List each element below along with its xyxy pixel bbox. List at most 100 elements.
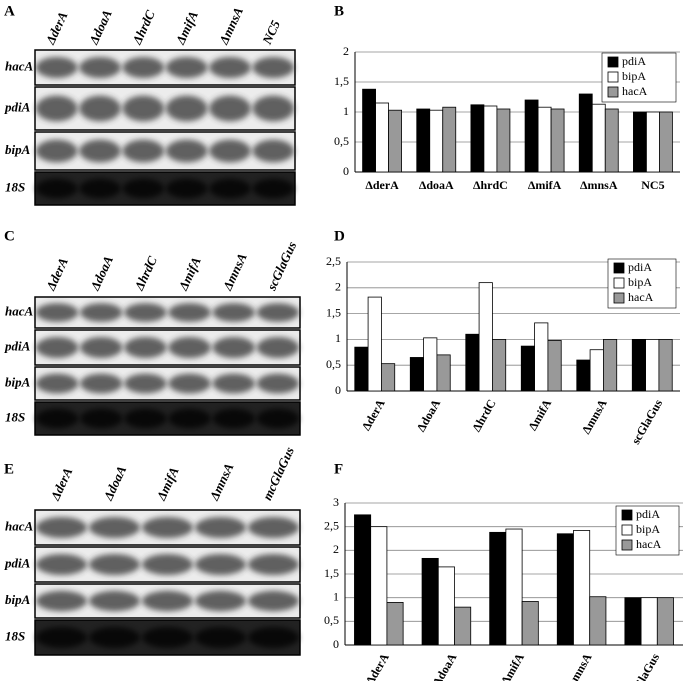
y-tick-label: 1 bbox=[343, 104, 349, 118]
blot-band bbox=[89, 554, 140, 575]
y-tick-label: 0,5 bbox=[326, 357, 341, 371]
blot-band bbox=[256, 408, 300, 429]
panel-label: E bbox=[4, 461, 14, 477]
y-tick-label: 1,5 bbox=[324, 566, 339, 580]
blot-band bbox=[256, 303, 300, 322]
blot-band bbox=[89, 627, 140, 648]
bar bbox=[489, 531, 507, 646]
legend-swatch bbox=[621, 524, 633, 536]
lane-label: ΔderA bbox=[42, 9, 71, 47]
row-label: bipA bbox=[5, 374, 31, 389]
blot-band bbox=[124, 408, 167, 429]
panel-label: B bbox=[334, 3, 344, 19]
blot-band bbox=[252, 57, 295, 78]
bar bbox=[524, 99, 539, 173]
bar bbox=[603, 338, 618, 392]
blot-band bbox=[36, 517, 87, 538]
blot-row bbox=[34, 171, 296, 206]
bar bbox=[534, 322, 549, 392]
x-tick-label: ΔmnsA bbox=[564, 651, 595, 681]
bar bbox=[429, 109, 444, 173]
legend-label: bipA bbox=[622, 69, 646, 83]
bar bbox=[576, 359, 591, 392]
blot-row bbox=[34, 329, 301, 366]
x-tick-label: ΔderA bbox=[365, 178, 399, 192]
blot-band bbox=[142, 627, 193, 648]
bar bbox=[645, 338, 660, 392]
x-tick-label: ΔderA bbox=[359, 397, 388, 433]
blot-band bbox=[209, 95, 251, 122]
x-tick-label: ΔmnsA bbox=[579, 397, 610, 437]
blot-band bbox=[168, 408, 211, 429]
bar bbox=[656, 597, 674, 646]
bar bbox=[492, 338, 507, 392]
panel-label: D bbox=[334, 228, 345, 244]
blot-band bbox=[124, 303, 167, 322]
y-tick-label: 2,5 bbox=[324, 518, 339, 532]
legend-swatch bbox=[607, 71, 619, 83]
legend-label: pdiA bbox=[636, 507, 660, 521]
bar bbox=[454, 606, 472, 646]
legend-swatch bbox=[607, 56, 619, 68]
legend-label: hacA bbox=[622, 84, 648, 98]
legend-swatch bbox=[621, 509, 633, 521]
legend-swatch bbox=[613, 292, 625, 304]
bar bbox=[483, 105, 498, 173]
bar bbox=[578, 93, 593, 173]
row-label: pdiA bbox=[4, 555, 31, 570]
blot-band bbox=[142, 517, 193, 538]
blot-band bbox=[35, 373, 79, 394]
lane-label: ΔhrdC bbox=[131, 254, 160, 294]
lane-label: ΔmnsA bbox=[219, 250, 250, 293]
bar bbox=[658, 338, 673, 392]
row-label: 18S bbox=[5, 179, 25, 194]
blot-band bbox=[122, 178, 165, 199]
row-label: hacA bbox=[5, 303, 34, 318]
blot-band bbox=[35, 95, 78, 122]
blot-band bbox=[35, 337, 79, 358]
lane-label: ΔderA bbox=[42, 255, 71, 293]
blot-band bbox=[256, 373, 300, 394]
y-tick-label: 0 bbox=[335, 383, 341, 397]
blot-band bbox=[212, 373, 255, 394]
y-tick-label: 1,5 bbox=[326, 305, 341, 319]
bar bbox=[547, 340, 562, 392]
bar bbox=[437, 566, 455, 646]
panel-label: F bbox=[334, 461, 343, 477]
blot-band bbox=[89, 590, 140, 612]
blot-band bbox=[168, 373, 211, 394]
legend-swatch bbox=[607, 86, 619, 98]
blot-band bbox=[79, 57, 121, 78]
blot-band bbox=[124, 337, 167, 358]
bar bbox=[354, 514, 372, 646]
bar bbox=[589, 349, 604, 392]
row-label: pdiA bbox=[4, 99, 31, 114]
blot-band bbox=[195, 627, 246, 648]
bar bbox=[416, 108, 431, 173]
bar bbox=[591, 103, 606, 173]
blot-band bbox=[248, 590, 299, 612]
bar bbox=[646, 111, 660, 173]
blot-band bbox=[195, 554, 246, 575]
lane-label: ΔdoaA bbox=[100, 463, 130, 503]
blot-band bbox=[252, 95, 295, 122]
blot-band bbox=[165, 178, 208, 199]
x-tick-label: ΔmifA bbox=[525, 397, 554, 433]
row-label: bipA bbox=[5, 142, 31, 157]
bar bbox=[604, 108, 619, 173]
x-tick-label: ΔdoaA bbox=[414, 397, 444, 434]
blot-band bbox=[35, 408, 79, 429]
blot-band bbox=[79, 139, 121, 163]
blot-band bbox=[209, 139, 251, 163]
blot-band bbox=[89, 517, 140, 538]
bar bbox=[421, 557, 439, 646]
bar bbox=[631, 338, 646, 392]
bar bbox=[388, 109, 402, 173]
bar bbox=[505, 528, 523, 646]
bar bbox=[589, 596, 607, 646]
blot-band bbox=[209, 178, 251, 199]
legend-swatch bbox=[613, 262, 625, 274]
blot-band bbox=[80, 408, 123, 429]
blot-row bbox=[34, 366, 301, 401]
